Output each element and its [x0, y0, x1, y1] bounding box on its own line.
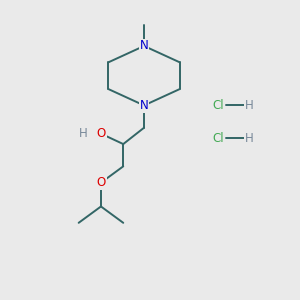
- Text: H: H: [79, 127, 88, 140]
- Text: N: N: [140, 40, 148, 52]
- Text: O: O: [96, 176, 106, 189]
- Text: Cl: Cl: [212, 99, 224, 112]
- Text: O: O: [96, 127, 106, 140]
- Text: H: H: [245, 99, 254, 112]
- Text: Cl: Cl: [212, 132, 224, 145]
- Text: N: N: [140, 99, 148, 112]
- Text: H: H: [245, 132, 254, 145]
